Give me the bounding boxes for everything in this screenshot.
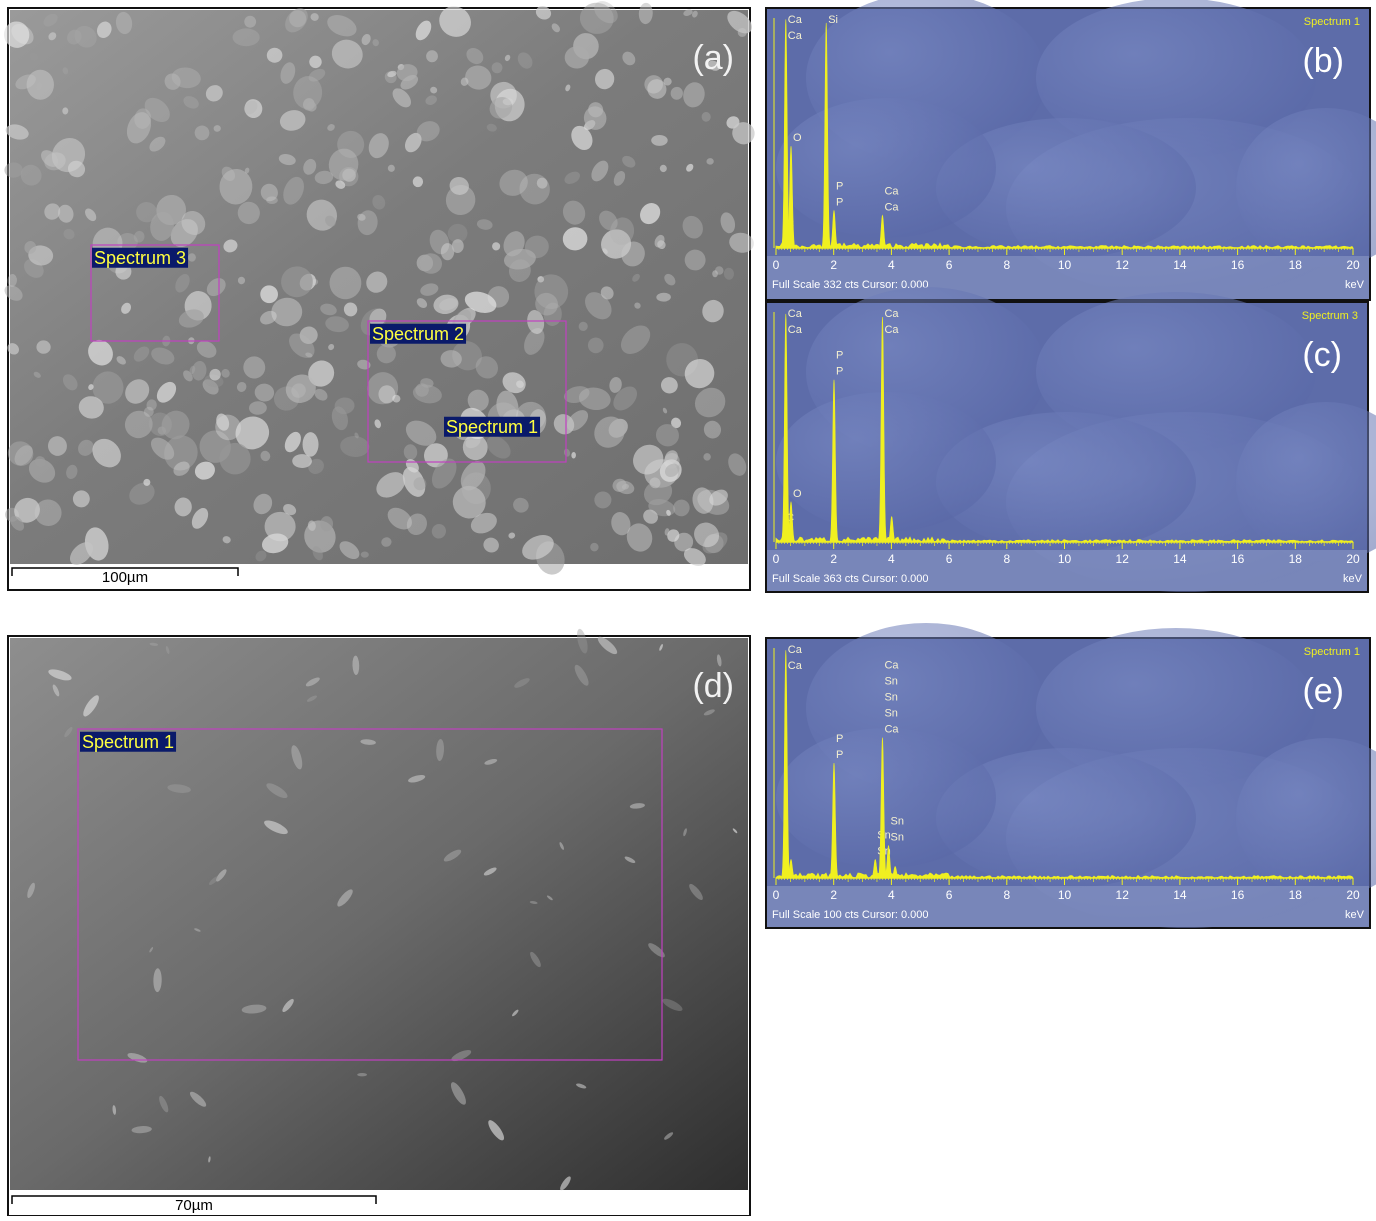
x-tick-label: 20 bbox=[1346, 888, 1360, 902]
peak-label: O bbox=[793, 132, 802, 144]
x-tick-label: 18 bbox=[1289, 888, 1303, 902]
panel-label: (a) bbox=[692, 39, 734, 77]
x-tick-label: 12 bbox=[1116, 552, 1130, 566]
panel-label: (c) bbox=[1302, 336, 1342, 374]
x-tick-label: 14 bbox=[1173, 552, 1187, 566]
x-unit: keV bbox=[1345, 279, 1365, 291]
x-tick-label: 20 bbox=[1346, 258, 1360, 272]
sem-panel: (a) 100µm Spectrum 3 Spectrum 2 Spectrum 1 bbox=[2, 0, 759, 590]
x-tick-label: 10 bbox=[1058, 888, 1072, 902]
x-tick-label: 14 bbox=[1173, 888, 1187, 902]
peak-label: Ca bbox=[788, 324, 803, 336]
peak-label: P bbox=[836, 350, 843, 362]
peak-label: P bbox=[836, 733, 843, 745]
x-unit: keV bbox=[1345, 909, 1365, 921]
peak-label: P bbox=[836, 366, 843, 378]
peak-label: Si bbox=[828, 14, 838, 26]
peak-label: Sn bbox=[891, 816, 904, 828]
particle bbox=[651, 135, 667, 146]
peak-label: Ca bbox=[884, 660, 899, 672]
sem-image bbox=[10, 638, 748, 1190]
particle bbox=[357, 1073, 367, 1076]
panel-label: (b) bbox=[1302, 42, 1344, 80]
spectrum-footer: Full Scale 363 cts Cursor: 0.000 bbox=[772, 573, 929, 585]
x-tick-label: 10 bbox=[1058, 258, 1072, 272]
peak-label: Ca bbox=[884, 324, 899, 336]
peak-label: Ca bbox=[884, 185, 899, 197]
peak-label: Ca bbox=[884, 308, 899, 320]
panel-label: (d) bbox=[692, 667, 734, 705]
x-tick-label: 18 bbox=[1289, 258, 1303, 272]
sem-panel: (d) 70µm Spectrum 1 bbox=[8, 628, 750, 1216]
region-label: Spectrum 2 bbox=[372, 324, 464, 344]
x-tick-label: 6 bbox=[946, 552, 953, 566]
scale-bar-label: 100µm bbox=[102, 569, 148, 586]
peak-label: Sn bbox=[884, 676, 897, 688]
region-label: Spectrum 1 bbox=[82, 732, 174, 752]
x-tick-label: 6 bbox=[946, 258, 953, 272]
x-unit: keV bbox=[1343, 573, 1363, 585]
x-tick-label: 2 bbox=[830, 552, 837, 566]
peak-label: Ca bbox=[788, 30, 803, 42]
x-tick-label: 8 bbox=[1003, 258, 1010, 272]
x-tick-label: 0 bbox=[773, 888, 780, 902]
figure: (a)100µmSpectrum 3Spectrum 2Spectrum 1(d… bbox=[0, 0, 1376, 1216]
x-tick-label: 0 bbox=[773, 552, 780, 566]
x-tick-label: 12 bbox=[1116, 888, 1130, 902]
particle bbox=[233, 28, 260, 46]
x-tick-label: 8 bbox=[1003, 888, 1010, 902]
peak-label: Ca bbox=[788, 14, 803, 26]
x-tick-label: 2 bbox=[830, 888, 837, 902]
x-tick-label: 10 bbox=[1058, 552, 1072, 566]
x-tick-label: 4 bbox=[888, 888, 895, 902]
peak-label: Ca bbox=[884, 201, 899, 213]
peak-label: Ca bbox=[884, 724, 899, 736]
x-tick-label: 12 bbox=[1116, 258, 1130, 272]
spectrum-name: Spectrum 3 bbox=[1302, 310, 1358, 322]
peak-label: P bbox=[836, 749, 843, 761]
x-tick-label: 2 bbox=[830, 258, 837, 272]
peak-label: Ca bbox=[788, 644, 803, 656]
peak-label: Sn bbox=[884, 692, 897, 704]
x-tick-label: 4 bbox=[888, 258, 895, 272]
spectrum-panel: CaCaPPSnSnCaSnSnSnCaSnSn0246810121416182… bbox=[766, 623, 1376, 928]
x-tick-label: 14 bbox=[1173, 258, 1187, 272]
spectrum-footer: Full Scale 100 cts Cursor: 0.000 bbox=[772, 909, 929, 921]
peak-label: Ca bbox=[788, 308, 803, 320]
scale-bar-label: 70µm bbox=[175, 1197, 213, 1214]
x-tick-label: 18 bbox=[1289, 552, 1303, 566]
background-pattern bbox=[776, 98, 996, 238]
x-tick-label: 16 bbox=[1231, 258, 1245, 272]
region-label: Spectrum 1 bbox=[446, 417, 538, 437]
x-tick-label: 4 bbox=[888, 552, 895, 566]
peak-label: Ca bbox=[788, 660, 803, 672]
x-tick-label: 20 bbox=[1346, 552, 1360, 566]
particle bbox=[266, 196, 278, 204]
peak-label: Sn bbox=[884, 708, 897, 720]
panel-label: (e) bbox=[1302, 672, 1344, 710]
x-tick-label: 16 bbox=[1231, 888, 1245, 902]
x-tick-label: 16 bbox=[1231, 552, 1245, 566]
spectrum-name: Spectrum 1 bbox=[1304, 16, 1360, 28]
spectrum-panel: CCaCaOSiPPCaCa02468101214161820Full Scal… bbox=[766, 0, 1376, 300]
x-tick-label: 0 bbox=[773, 258, 780, 272]
peak-label: O bbox=[793, 488, 802, 500]
peak-label: P bbox=[836, 196, 843, 208]
peak-label: P bbox=[836, 180, 843, 192]
spectrum-panel: CCaCaOPPCaCa02468101214161820Full Scale … bbox=[766, 287, 1376, 592]
x-tick-label: 8 bbox=[1003, 552, 1010, 566]
peak-label: Sn bbox=[891, 832, 904, 844]
background-pattern bbox=[776, 392, 996, 532]
x-tick-label: 6 bbox=[946, 888, 953, 902]
region-label: Spectrum 3 bbox=[94, 248, 186, 268]
particle bbox=[303, 432, 319, 456]
spectrum-name: Spectrum 1 bbox=[1304, 646, 1360, 658]
